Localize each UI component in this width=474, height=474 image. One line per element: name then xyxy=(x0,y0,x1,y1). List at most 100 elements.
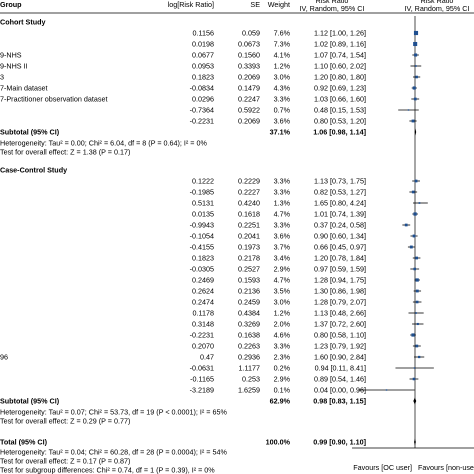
study-weight: 3.4% xyxy=(274,254,291,263)
study-log-rr: 0.5131 xyxy=(192,199,214,208)
study-se: 0.2263 xyxy=(238,342,260,351)
effect-square xyxy=(404,223,408,227)
effect-square xyxy=(415,75,418,79)
study-log-rr: -0.1054 xyxy=(190,232,214,241)
study-ci-text: 0.89 [0.54, 1.46] xyxy=(314,375,366,384)
study-log-rr: 0.2624 xyxy=(192,287,214,296)
study-log-rr: 0.0135 xyxy=(192,210,214,219)
study-label: 9-NHS xyxy=(0,51,22,60)
effect-square xyxy=(413,212,417,216)
study-log-rr: 0.2469 xyxy=(192,276,214,285)
study-weight: 3.6% xyxy=(274,232,291,241)
effect-square xyxy=(415,289,419,293)
study-weight: 4.6% xyxy=(274,331,291,340)
study-se: 0.3269 xyxy=(238,320,260,329)
study-weight: 2.3% xyxy=(274,353,291,362)
subtotal-weight: 37.1% xyxy=(270,128,291,137)
study-weight: 0.1% xyxy=(274,386,291,395)
study-log-rr: -0.4155 xyxy=(190,243,214,252)
study-log-rr: 0.1156 xyxy=(193,29,214,38)
effect-square xyxy=(413,367,416,369)
study-ci-text: 0.37 [0.24, 0.58] xyxy=(314,221,366,230)
study-weight: 3.3% xyxy=(274,221,291,230)
study-se: 0.1973 xyxy=(238,243,260,252)
total-label: Total (95% CI) xyxy=(0,438,48,447)
total-ci-text: 0.99 [0.90, 1.10] xyxy=(313,438,366,447)
effect-square xyxy=(415,256,418,260)
study-log-rr: -0.0631 xyxy=(190,364,214,373)
subtotal-weight: 62.9% xyxy=(270,397,291,406)
study-se: 0.1618 xyxy=(238,210,260,219)
study-log-rr: 0.0198 xyxy=(192,40,214,49)
header-se: SE xyxy=(250,0,260,9)
study-se: 0.059 xyxy=(242,29,260,38)
header-weight: Weight xyxy=(268,0,290,9)
subtotal-label: Subtotal (95% CI) xyxy=(0,397,60,406)
study-se: 0.2178 xyxy=(238,254,260,263)
effect-square xyxy=(418,202,421,204)
header-rr-text-sub: IV, Random, 95% CI xyxy=(300,4,365,13)
study-ci-text: 0.90 [0.60, 1.34] xyxy=(314,232,366,241)
subtotal-diamond xyxy=(414,128,417,136)
study-weight: 1.2% xyxy=(274,309,291,318)
study-ci-text: 0.97 [0.59, 1.59] xyxy=(314,265,366,274)
group-title: Case-Control Study xyxy=(0,166,67,175)
study-se: 0.4384 xyxy=(238,309,260,318)
effect-square xyxy=(412,377,416,381)
study-weight: 3.3% xyxy=(274,95,291,104)
subtotal-diamond xyxy=(413,397,417,405)
effect-square xyxy=(414,179,418,183)
study-log-rr: 0.2070 xyxy=(192,342,214,351)
study-ci-text: 1.28 [0.94, 1.75] xyxy=(314,276,366,285)
effect-square xyxy=(415,312,417,314)
study-se: 0.4240 xyxy=(238,199,260,208)
study-se: 0.0673 xyxy=(238,40,260,49)
subtotal-label: Subtotal (95% CI) xyxy=(0,128,60,137)
study-se: 0.2041 xyxy=(238,232,260,241)
study-weight: 0.2% xyxy=(274,364,291,373)
effect-square xyxy=(411,119,415,123)
total-overall-effect-text: Test for overall effect: Z = 0.17 (P = 0… xyxy=(0,457,130,466)
study-ci-text: 1.37 [0.72, 2.60] xyxy=(314,320,366,329)
study-log-rr: 0.1178 xyxy=(193,309,214,318)
study-weight: 4.1% xyxy=(274,51,291,60)
header-rr-plot: Risk Ratio xyxy=(421,0,454,5)
study-weight: 7.3% xyxy=(274,40,291,49)
header-log-rr: log[Risk Ratio] xyxy=(168,0,214,9)
study-log-rr: 0.1222 xyxy=(192,177,214,186)
study-log-rr: 0.0296 xyxy=(192,95,214,104)
study-ci-text: 0.94 [0.11, 8.41] xyxy=(315,364,366,373)
study-se: 0.2459 xyxy=(238,298,260,307)
effect-square xyxy=(416,322,419,326)
heterogeneity-text: Heterogeneity: Tau² = 0.00; Chi² = 6.04,… xyxy=(0,139,208,148)
study-weight: 3.0% xyxy=(274,73,291,82)
study-ci-text: 1.02 [0.89, 1.16] xyxy=(314,40,366,49)
study-weight: 4.3% xyxy=(274,84,291,93)
study-ci-text: 0.48 [0.15, 1.53] xyxy=(314,106,366,115)
study-ci-text: 1.10 [0.60, 2.02] xyxy=(314,62,366,71)
study-se: 0.5922 xyxy=(238,106,260,115)
effect-square xyxy=(411,190,415,194)
study-se: 0.2247 xyxy=(238,95,260,104)
study-ci-text: 0.66 [0.45, 0.97] xyxy=(314,243,366,252)
study-ci-text: 1.12 [1.00, 1.26] xyxy=(314,29,366,38)
study-log-rr: 0.2474 xyxy=(192,298,214,307)
study-log-rr: 0.3148 xyxy=(192,320,214,329)
study-log-rr: -0.0834 xyxy=(190,84,214,93)
study-se: 0.1560 xyxy=(238,51,260,60)
study-se: 0.2936 xyxy=(238,353,260,362)
effect-square xyxy=(418,355,421,359)
study-log-rr: -0.2231 xyxy=(190,331,214,340)
effect-square xyxy=(413,30,419,36)
subtotal-ci-text: 0.98 [0.83, 1.15] xyxy=(313,397,366,406)
study-se: 0.2069 xyxy=(238,117,260,126)
study-weight: 3.7% xyxy=(274,243,291,252)
effect-square xyxy=(415,65,417,67)
study-se: 0.2251 xyxy=(238,221,260,230)
study-label: 7-Main dataset xyxy=(0,84,48,93)
study-log-rr: -0.0305 xyxy=(190,265,214,274)
study-se: 0.2069 xyxy=(238,73,260,82)
study-se: 0.2229 xyxy=(238,177,260,186)
study-se: 0.2527 xyxy=(238,265,260,274)
